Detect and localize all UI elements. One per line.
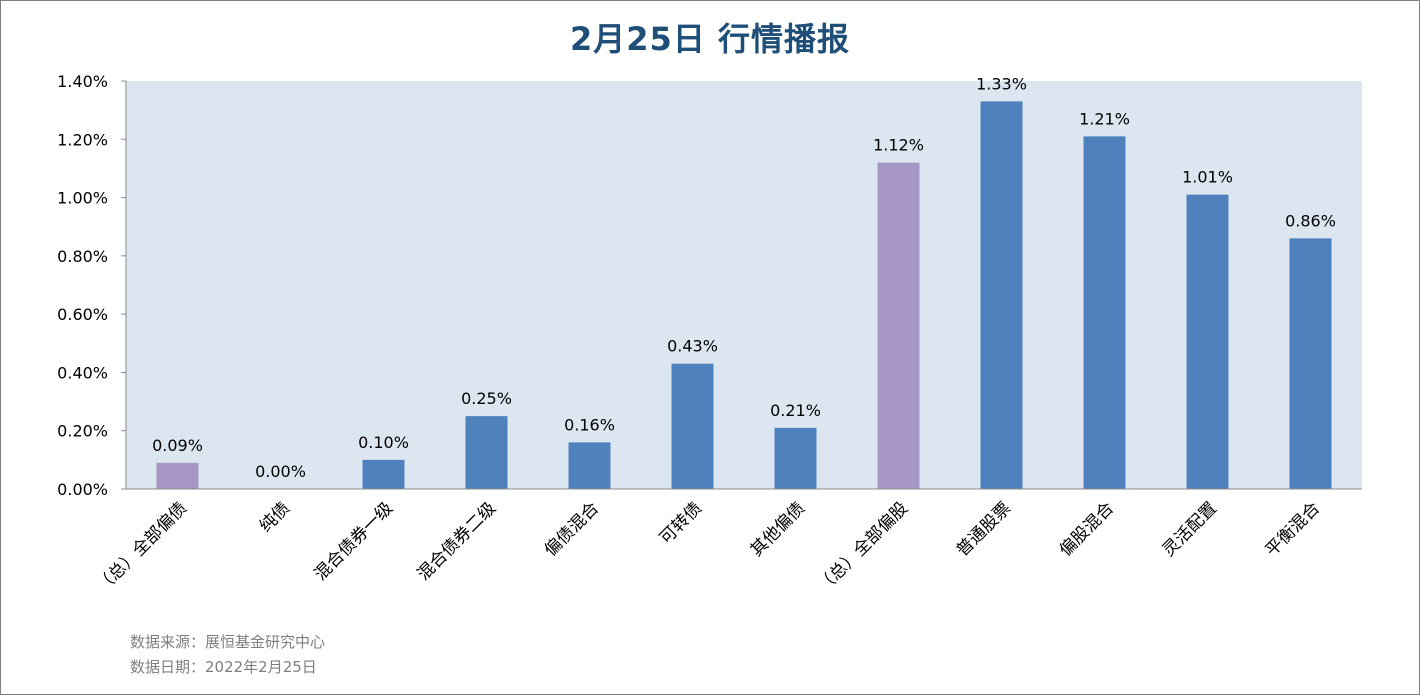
bar (1083, 136, 1126, 489)
data-label: 0.00% (255, 462, 306, 481)
x-tick-label: 偏债混合 (541, 498, 603, 560)
data-label: 0.16% (564, 415, 615, 434)
data-label: 0.25% (461, 389, 512, 408)
bar (465, 416, 508, 489)
data-label: 0.10% (358, 433, 409, 452)
x-tick-label: 普通股票 (953, 498, 1015, 560)
x-tick-label: 平衡混合 (1262, 498, 1324, 560)
x-tick-label: 混合债券二级 (414, 498, 500, 584)
data-label: 0.43% (667, 337, 718, 356)
plot-area (126, 81, 1362, 489)
x-tick-label: （总）全部偏债 (93, 498, 191, 596)
data-label: 1.21% (1079, 109, 1130, 128)
y-tick-label: 1.00% (57, 189, 108, 208)
data-label: 1.33% (976, 74, 1027, 93)
data-label: 0.21% (770, 401, 821, 420)
x-tick-label: 纯债 (256, 498, 294, 536)
y-tick-label: 1.20% (57, 130, 108, 149)
bar (980, 101, 1023, 490)
bar (362, 459, 405, 489)
data-date-note: 数据日期：2022年2月25日 (130, 658, 317, 676)
x-tick-label: 其他偏债 (747, 498, 809, 560)
data-label: 1.01% (1182, 168, 1233, 187)
bar (774, 427, 817, 489)
x-tick-label: 灵活配置 (1159, 498, 1221, 560)
data-source-note: 数据来源：展恒基金研究中心 (130, 633, 326, 651)
bar (156, 462, 199, 489)
x-tick-label: 可转债 (656, 498, 706, 548)
x-tick-label: 混合债券一级 (311, 498, 397, 584)
data-label: 0.86% (1285, 211, 1336, 230)
y-tick-label: 0.20% (57, 422, 108, 441)
bar (568, 442, 611, 489)
bar (1289, 238, 1332, 489)
x-tick-label: 偏股混合 (1056, 498, 1118, 560)
data-label: 1.12% (873, 136, 924, 155)
bar (1186, 194, 1229, 489)
y-tick-label: 0.60% (57, 305, 108, 324)
y-tick-label: 0.40% (57, 363, 108, 382)
y-tick-label: 0.00% (57, 480, 108, 499)
y-tick-label: 1.40% (57, 72, 108, 91)
bar (877, 162, 920, 489)
bar (671, 363, 714, 489)
data-label: 0.09% (152, 436, 203, 455)
y-tick-label: 0.80% (57, 247, 108, 266)
chart-title: 2月25日 行情播报 (570, 20, 850, 58)
x-tick-label: （总）全部偏股 (814, 498, 912, 596)
